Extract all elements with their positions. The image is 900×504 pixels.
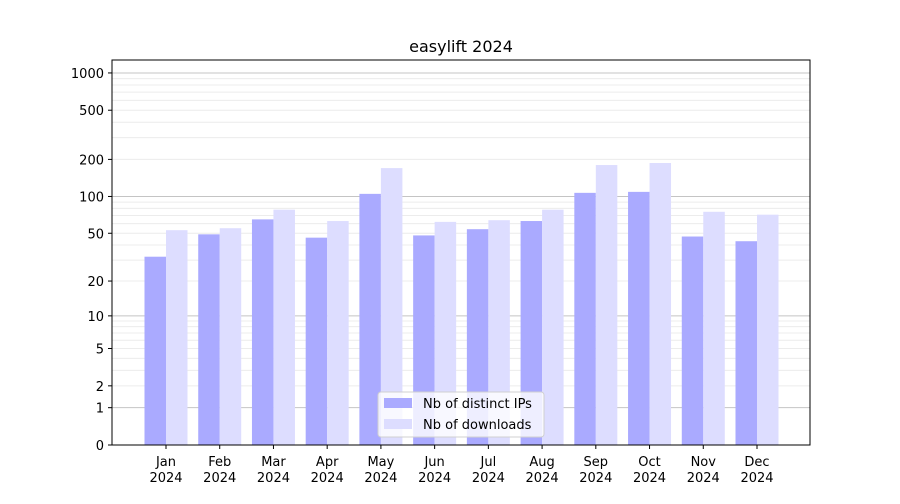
bar-distinct-ips <box>466 229 489 445</box>
plot-frame <box>111 59 811 446</box>
x-tick-label: Sep 2024 <box>579 455 612 486</box>
legend-swatch <box>384 398 412 408</box>
y-tick-label: 2 <box>96 380 104 395</box>
bar-distinct-ips <box>144 256 166 445</box>
bar-downloads <box>166 230 188 445</box>
y-tick-label: 20 <box>87 275 104 290</box>
bar-distinct-ips <box>520 221 543 445</box>
bar-downloads <box>327 221 349 445</box>
x-tick-label: Jul 2024 <box>472 455 505 486</box>
bar-downloads <box>273 209 295 445</box>
bar-distinct-ips <box>305 237 328 445</box>
bar-downloads <box>488 220 510 445</box>
bar-downloads <box>219 228 242 445</box>
x-tick-label: Dec 2024 <box>740 455 773 486</box>
bar-downloads <box>542 209 564 445</box>
bar-distinct-ips <box>628 191 650 445</box>
y-tick-label: 1 <box>96 402 104 417</box>
x-tick-label: Jun 2024 <box>418 455 451 486</box>
y-tick-label: 100 <box>79 190 104 205</box>
bar-distinct-ips <box>735 241 757 445</box>
legend-label: Nb of distinct IPs <box>423 397 532 412</box>
x-tick-label: May 2024 <box>364 455 397 486</box>
bar-distinct-ips <box>574 192 596 445</box>
y-tick-label: 10 <box>87 310 104 325</box>
bar-downloads <box>595 165 618 445</box>
bar-downloads <box>649 163 672 445</box>
y-tick-label: 50 <box>87 227 104 242</box>
bar-distinct-ips <box>359 193 381 445</box>
y-tick-label: 5 <box>96 343 104 358</box>
bar-downloads <box>434 221 457 445</box>
bar-distinct-ips <box>251 219 274 445</box>
legend-label: Nb of downloads <box>423 418 532 433</box>
x-tick-label: Aug 2024 <box>526 455 559 486</box>
bar-downloads <box>380 168 403 446</box>
x-tick-label: Mar 2024 <box>257 455 290 486</box>
bar-downloads <box>757 214 779 445</box>
bar-distinct-ips <box>198 234 220 445</box>
x-tick-label: Oct 2024 <box>633 455 666 486</box>
chart-title: easylift 2024 <box>409 37 513 56</box>
y-tick-label: 0 <box>96 439 104 454</box>
bar-distinct-ips <box>681 236 704 445</box>
bar-downloads <box>703 211 725 445</box>
y-tick-label: 500 <box>79 104 104 119</box>
x-tick-label: Feb 2024 <box>203 455 236 486</box>
legend-swatch <box>384 419 412 429</box>
y-tick-label: 200 <box>79 153 104 168</box>
x-tick-label: Nov 2024 <box>687 455 720 486</box>
x-tick-label: Jan 2024 <box>149 455 182 486</box>
legend: Nb of distinct IPs Nb of downloads <box>377 391 545 438</box>
y-tick-label: 1000 <box>71 67 104 82</box>
x-tick-label: Apr 2024 <box>311 455 344 486</box>
